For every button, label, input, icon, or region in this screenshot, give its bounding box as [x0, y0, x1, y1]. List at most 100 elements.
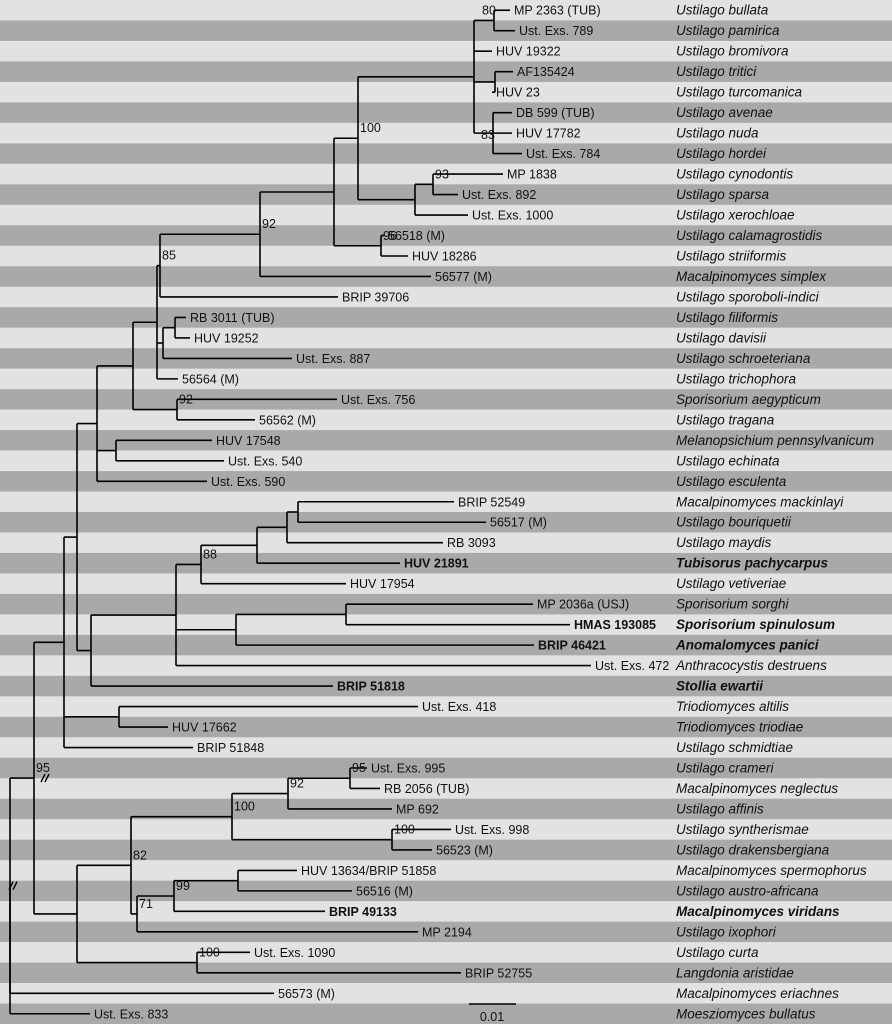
bootstrap-value: 88	[203, 547, 217, 561]
voucher-label: BRIP 39706	[342, 290, 409, 304]
species-label: Ustilago calamagrostidis	[676, 228, 823, 243]
voucher-label: HUV 23	[496, 86, 540, 100]
row-stripe	[0, 471, 892, 492]
voucher-label: Ust. Exs. 784	[526, 147, 600, 161]
row-stripe	[0, 778, 892, 800]
row-stripe	[0, 225, 892, 247]
row-stripe	[0, 286, 892, 308]
row-stripe	[0, 696, 892, 718]
bootstrap-value: 95	[36, 761, 50, 775]
species-label: Ustilago tragana	[676, 412, 775, 427]
voucher-label: MP 692	[396, 802, 439, 816]
voucher-label: 56564 (M)	[182, 372, 239, 386]
break-mark	[44, 773, 50, 783]
row-stripe	[0, 348, 892, 369]
bootstrap-value: 80	[482, 3, 496, 17]
voucher-label: AF135424	[517, 65, 575, 79]
voucher-label: RB 3093	[447, 536, 496, 550]
species-label: Stollia ewartii	[676, 679, 763, 694]
species-label: Ustilago esculenta	[676, 474, 787, 489]
species-label: Triodiomyces altilis	[676, 699, 789, 714]
species-label: Ustilago trichophora	[676, 371, 797, 386]
voucher-label: BRIP 51848	[197, 741, 264, 755]
voucher-label: 56516 (M)	[356, 884, 413, 898]
row-stripe	[0, 737, 892, 759]
species-label: Ustilago bullata	[676, 3, 769, 18]
branch-break-marks	[8, 773, 50, 891]
voucher-label: BRIP 52755	[465, 966, 532, 980]
bootstrap-value: 83	[481, 128, 495, 142]
species-label: Macalpinomyces spermophorus	[676, 863, 867, 878]
species-label: Ustilago xerochloae	[676, 208, 795, 223]
break-mark	[8, 881, 14, 891]
voucher-label: HUV 19322	[496, 45, 561, 59]
species-label: Sporisorium spinulosum	[676, 617, 835, 632]
species-label: Tubisorus pachycarpus	[676, 556, 829, 571]
species-label: Macalpinomyces simplex	[676, 269, 827, 284]
species-label: Ustilago sporoboli-indici	[676, 289, 820, 304]
bootstrap-value: 92	[262, 217, 276, 231]
row-stripe	[0, 860, 892, 881]
voucher-label: Ust. Exs. 590	[211, 475, 285, 489]
row-stripe	[0, 61, 892, 83]
voucher-label: HUV 17662	[172, 721, 237, 735]
voucher-label: RB 2056 (TUB)	[384, 782, 469, 796]
row-stripe	[0, 983, 892, 1004]
species-label: Ustilago drakensbergiana	[676, 842, 830, 857]
voucher-label: MP 2036a (USJ)	[537, 598, 629, 612]
voucher-label: Ust. Exs. 1000	[472, 209, 553, 223]
bootstrap-value: 93	[435, 167, 449, 181]
species-label: Ustilago echinata	[676, 453, 780, 468]
voucher-label: 56562 (M)	[259, 413, 316, 427]
voucher-label: MP 2363 (TUB)	[514, 4, 601, 18]
bootstrap-value: 95	[352, 761, 366, 775]
species-label: Ustilago pamirica	[676, 23, 780, 38]
species-label: Ustilago cynodontis	[676, 167, 793, 182]
voucher-label: DB 599 (TUB)	[516, 106, 595, 120]
voucher-label: 56577 (M)	[435, 270, 492, 284]
species-label: Ustilago sparsa	[676, 187, 770, 202]
species-label: Ustilago maydis	[676, 535, 772, 550]
row-stripe	[0, 430, 892, 451]
species-label: Sporisorium aegypticum	[676, 392, 821, 407]
scale-bar: 0.01	[469, 1003, 516, 1024]
species-label: Macalpinomyces mackinlayi	[676, 494, 844, 509]
row-stripe	[0, 921, 892, 943]
row-stripe	[0, 839, 892, 861]
species-label: Ustilago striiformis	[676, 249, 787, 264]
row-stripe	[0, 942, 892, 963]
species-label: Macalpinomyces viridans	[676, 904, 840, 919]
taxon-labels: MP 2363 (TUB) Ustilago bullata Ust. Exs. 7…	[94, 3, 874, 1022]
species-label: Ustilago avenae	[676, 105, 773, 120]
bootstrap-value: 96	[383, 229, 397, 243]
voucher-label: BRIP 51818	[337, 680, 405, 694]
row-stripe	[0, 0, 892, 21]
voucher-label: HUV 13634/BRIP 51858	[301, 864, 436, 878]
voucher-label: Ust. Exs. 892	[462, 188, 536, 202]
voucher-label: RB 3011 (TUB)	[190, 311, 275, 325]
row-stripe	[0, 266, 892, 288]
species-label: Ustilago hordei	[676, 146, 767, 161]
species-label: Sporisorium sorghi	[676, 597, 790, 612]
voucher-label: Ust. Exs. 472	[595, 659, 669, 673]
voucher-label: Ust. Exs. 1090	[254, 946, 335, 960]
row-stripe	[0, 552, 892, 574]
species-label: Melanopsichium pennsylvanicum	[676, 433, 874, 448]
row-stripe	[0, 143, 892, 165]
species-label: Anthracocystis destruens	[675, 658, 827, 673]
row-stripe	[0, 40, 892, 62]
scale-bar-label: 0.01	[480, 1010, 504, 1024]
row-stripe	[0, 102, 892, 124]
voucher-label: HUV 19252	[194, 331, 259, 345]
species-label: Ustilago austro-africana	[676, 883, 819, 898]
voucher-label: 56518 (M)	[388, 229, 445, 243]
species-label: Ustilago curta	[676, 945, 759, 960]
species-label: Ustilago davisii	[676, 330, 767, 345]
species-label: Ustilago schmidtiae	[676, 740, 793, 755]
row-stripe	[0, 901, 892, 922]
species-label: Macalpinomyces neglectus	[676, 781, 838, 796]
voucher-label: 56573 (M)	[278, 987, 335, 1001]
voucher-label: HUV 18286	[412, 250, 477, 264]
voucher-label: Ust. Exs. 789	[519, 24, 593, 38]
